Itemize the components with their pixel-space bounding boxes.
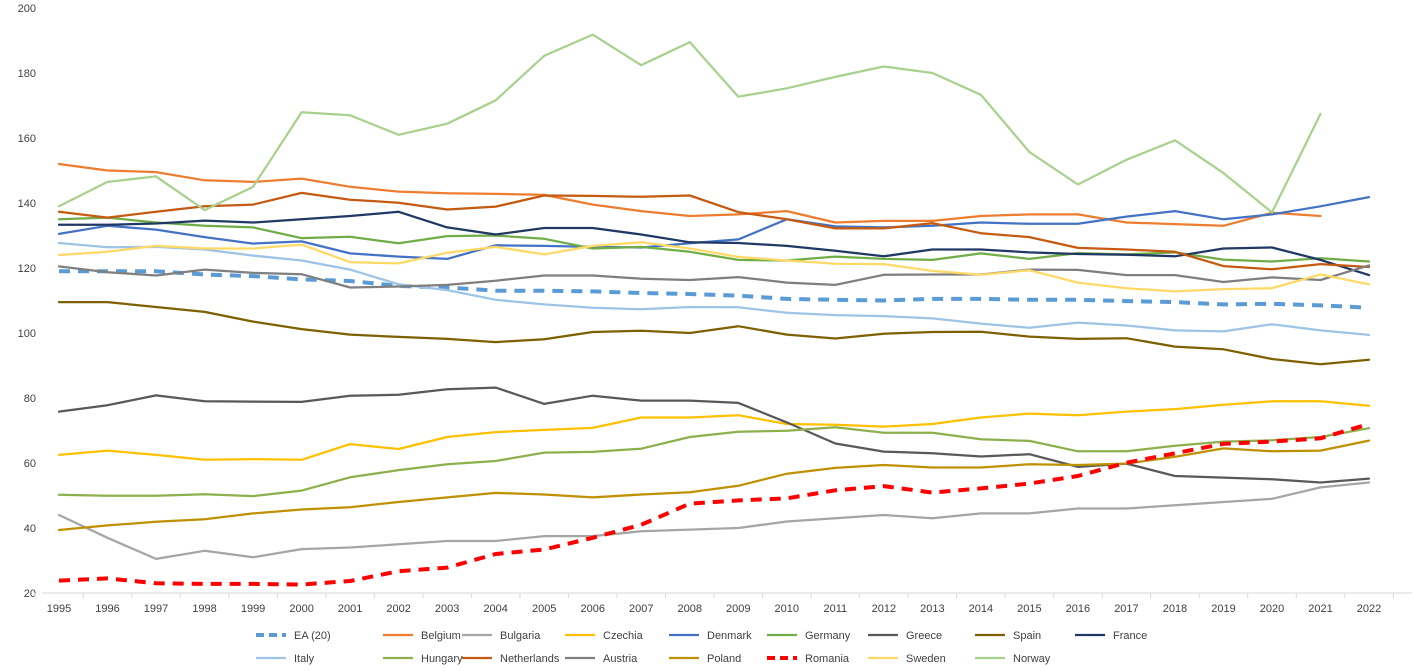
y-tick-label: 200 xyxy=(18,3,36,15)
y-tick-label: 120 xyxy=(18,263,36,275)
x-tick-label: 2000 xyxy=(289,603,313,615)
legend-label-czechia: Czechia xyxy=(603,630,644,642)
series-layer xyxy=(57,33,1371,587)
legend-label-belgium: Belgium xyxy=(421,630,461,642)
x-tick-label: 2019 xyxy=(1211,603,1235,615)
series-line-italy xyxy=(57,241,1371,337)
x-tick-label: 2002 xyxy=(386,603,410,615)
series-line-romania xyxy=(58,422,1370,587)
series-line-netherlands xyxy=(57,191,1371,271)
legend-label-bulgaria: Bulgaria xyxy=(500,630,541,642)
x-tick-label: 2017 xyxy=(1114,603,1138,615)
x-tick-label: 2014 xyxy=(969,603,993,615)
x-tick-label: 2021 xyxy=(1308,603,1332,615)
y-tick-label: 60 xyxy=(24,458,36,470)
legend-label-hungary: Hungary xyxy=(421,653,463,665)
y-tick-label: 160 xyxy=(18,133,36,145)
x-tick-label: 2013 xyxy=(920,603,944,615)
axis-layer: 20 40 60 80 100 120 140 160 180 200 1995 1996 1997 19… xyxy=(18,3,1412,615)
x-tick-label: 2009 xyxy=(726,603,750,615)
series-line-denmark xyxy=(57,195,1371,261)
x-tick-label: 2022 xyxy=(1357,603,1381,615)
legend-label-france: France xyxy=(1113,630,1147,642)
legend-label-sweden: Sweden xyxy=(906,653,946,665)
x-tick-label: 2018 xyxy=(1163,603,1187,615)
series-line-sweden xyxy=(57,241,1371,293)
legend-label-norway: Norway xyxy=(1013,653,1051,665)
legend-label-ea-20: EA (20) xyxy=(294,630,331,642)
series-line-czechia xyxy=(57,400,1371,461)
series-line-france xyxy=(57,210,1371,277)
x-tick-label: 1996 xyxy=(95,603,119,615)
y-tick-label: 100 xyxy=(18,328,36,340)
series-line-hungary xyxy=(57,426,1371,498)
x-tick-label: 2004 xyxy=(483,603,507,615)
x-tick-label: 2008 xyxy=(678,603,702,615)
x-tick-label: 2006 xyxy=(580,603,604,615)
x-tick-label: 1995 xyxy=(47,603,71,615)
x-tick-label: 1999 xyxy=(241,603,265,615)
legend-label-netherlands: Netherlands xyxy=(500,653,560,665)
x-tick-label: 2001 xyxy=(338,603,362,615)
x-tick-label: 2010 xyxy=(775,603,799,615)
legend-label-denmark: Denmark xyxy=(707,630,752,642)
x-tick-label: 2012 xyxy=(872,603,896,615)
series-line-spain xyxy=(57,300,1371,366)
series-line-norway xyxy=(57,33,1322,214)
legend-label-romania: Romania xyxy=(805,653,850,665)
x-tick-label: 1997 xyxy=(144,603,168,615)
series-line-greece xyxy=(57,386,1371,484)
series-line-germany xyxy=(57,216,1371,263)
x-tick-label: 2015 xyxy=(1017,603,1041,615)
legend-label-greece: Greece xyxy=(906,630,942,642)
x-tick-label: 2020 xyxy=(1260,603,1284,615)
y-tick-label: 80 xyxy=(24,393,36,405)
x-tick-label: 2007 xyxy=(629,603,653,615)
y-tick-label: 40 xyxy=(24,523,36,535)
legend-label-poland: Poland xyxy=(707,653,741,665)
legend-label-spain: Spain xyxy=(1013,630,1041,642)
y-tick-label: 140 xyxy=(18,198,36,210)
x-tick-label: 2003 xyxy=(435,603,459,615)
x-tick-label: 2005 xyxy=(532,603,556,615)
y-tick-label: 180 xyxy=(18,68,36,80)
legend-label-germany: Germany xyxy=(805,630,851,642)
x-tick-label: 1998 xyxy=(192,603,216,615)
x-tick-label: 2011 xyxy=(823,603,847,615)
legend: EA (20) Belgium Bulgaria Czechia Denmark Germ… xyxy=(256,630,1147,665)
series-line-bulgaria xyxy=(57,481,1371,561)
legend-label-austria: Austria xyxy=(603,653,638,665)
y-tick-label: 20 xyxy=(24,588,36,600)
series-line-poland xyxy=(57,439,1371,532)
series-line-austria xyxy=(57,264,1371,289)
legend-label-italy: Italy xyxy=(294,653,315,665)
series-line-ea-20 xyxy=(59,269,1370,310)
x-tick-label: 2016 xyxy=(1066,603,1090,615)
